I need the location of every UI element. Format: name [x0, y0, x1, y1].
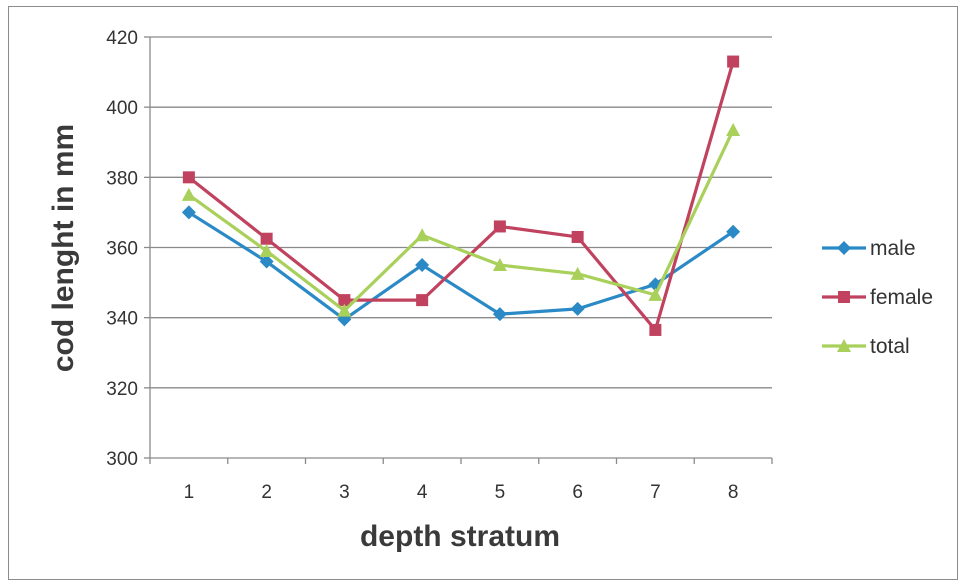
y-tick-label: 420 — [106, 28, 138, 49]
x-tick-label: 1 — [184, 482, 195, 503]
data-point-diamond — [492, 307, 507, 322]
x-tick-label: 8 — [728, 482, 739, 503]
x-axis-title: depth stratum — [360, 520, 560, 553]
data-point-triangle — [492, 258, 507, 272]
series-line-total — [187, 129, 735, 313]
legend-label: male — [870, 237, 916, 260]
x-tick-label: 3 — [339, 482, 350, 503]
legend-label: total — [870, 335, 910, 358]
data-point-square — [838, 291, 850, 303]
x-tick-labels: 1 2 3 4 5 6 7 8 — [184, 482, 739, 503]
y-tick-labels: 300 320 340 360 380 400 420 — [106, 28, 138, 470]
y-tick-label: 340 — [106, 309, 138, 330]
data-point-square — [416, 294, 429, 307]
data-point-diamond — [726, 224, 741, 239]
series-male — [181, 205, 741, 327]
y-tick-label: 400 — [106, 98, 138, 119]
legend: male female total — [822, 237, 933, 358]
y-tick-label: 360 — [106, 239, 138, 260]
legend-item-total: total — [822, 335, 910, 358]
x-tick-label: 2 — [261, 482, 272, 503]
data-point-triangle — [837, 339, 851, 352]
legend-label: female — [870, 286, 933, 309]
data-point-diamond — [570, 301, 585, 316]
data-point-triangle — [415, 228, 430, 242]
series-total — [181, 122, 741, 317]
data-point-diamond — [415, 258, 430, 273]
chart-frame — [8, 6, 958, 580]
data-point-triangle — [570, 266, 585, 280]
gridlines — [150, 36, 772, 389]
data-point-square — [493, 220, 506, 233]
data-point-triangle — [181, 187, 196, 201]
x-tick-label: 7 — [650, 482, 661, 503]
y-tick-label: 380 — [106, 168, 138, 189]
data-point-square — [260, 232, 273, 245]
series-line-female — [187, 61, 735, 332]
y-tick-label: 300 — [106, 449, 138, 470]
data-point-triangle — [259, 244, 274, 258]
data-point-square — [727, 55, 740, 68]
data-point-diamond — [837, 241, 851, 255]
data-point-triangle — [648, 287, 663, 301]
x-tick-label: 5 — [495, 482, 506, 503]
data-point-square — [649, 323, 662, 336]
axes — [144, 36, 773, 464]
data-point-triangle — [726, 122, 741, 136]
data-point-diamond — [259, 254, 274, 269]
y-tick-label: 320 — [106, 379, 138, 400]
series-lines — [181, 55, 741, 336]
y-axis-title: cod lenght in mm — [47, 124, 80, 372]
data-point-square — [571, 230, 584, 243]
x-tick-label: 4 — [417, 482, 428, 503]
data-point-square — [182, 171, 195, 184]
x-tick-label: 6 — [572, 482, 583, 503]
data-point-triangle — [337, 303, 352, 317]
data-point-square — [338, 294, 351, 307]
legend-item-female: female — [822, 286, 933, 309]
data-point-diamond — [181, 205, 196, 220]
legend-item-male: male — [822, 237, 916, 260]
series-line-male — [188, 211, 735, 322]
series-female — [182, 55, 740, 336]
